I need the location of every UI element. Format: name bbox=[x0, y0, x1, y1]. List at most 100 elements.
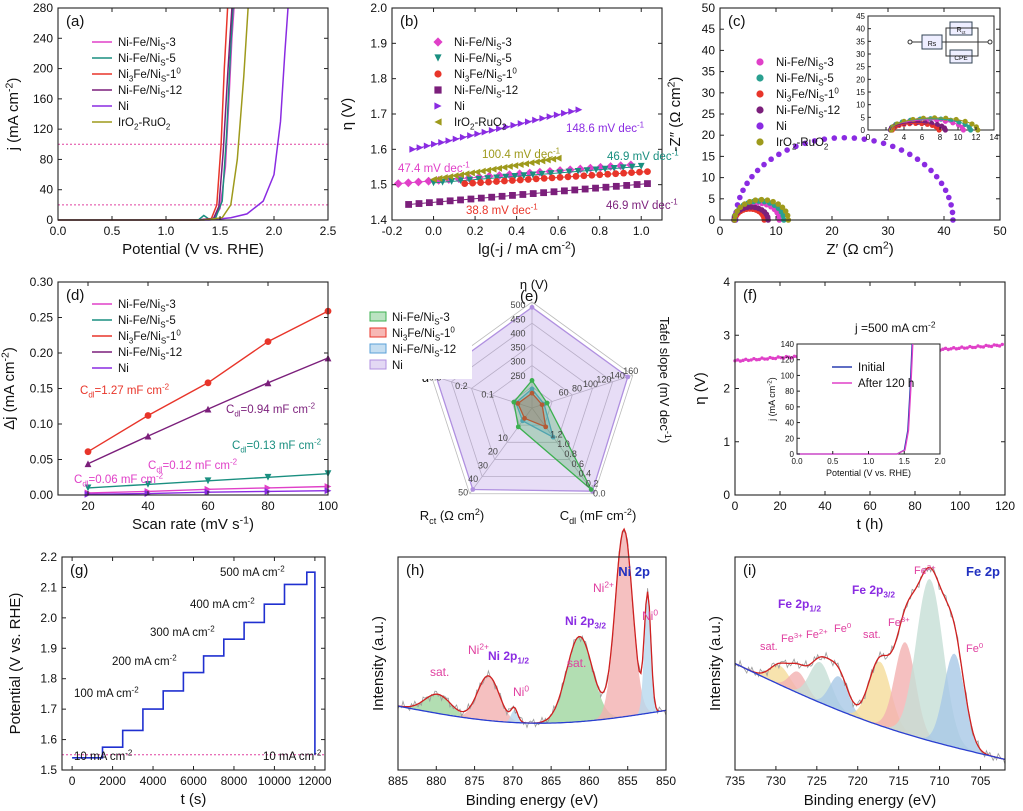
label-part: -2 bbox=[170, 654, 178, 663]
label-part: dl bbox=[82, 479, 88, 488]
data-point bbox=[757, 357, 761, 362]
x-tick-label: 0.5 bbox=[104, 224, 121, 238]
x-tick-label: 0.4 bbox=[508, 224, 525, 238]
y-tick-label: 0 bbox=[708, 213, 715, 227]
label-part: Fe bbox=[966, 643, 979, 655]
data-point bbox=[543, 424, 549, 430]
label-part: -3 bbox=[166, 299, 176, 311]
data-point bbox=[524, 176, 532, 183]
data-point bbox=[625, 374, 631, 380]
radar-tick-label: 0.1 bbox=[481, 390, 494, 400]
y-tick-label: 200 bbox=[33, 62, 53, 76]
data-point bbox=[478, 167, 486, 175]
data-point bbox=[770, 198, 776, 205]
x-tick-label: 855 bbox=[618, 774, 638, 788]
x-tick-label: 6 bbox=[920, 133, 925, 142]
data-point bbox=[644, 180, 651, 188]
data-point bbox=[539, 402, 545, 408]
y-axis-label: Intensity (a.u.) bbox=[707, 616, 724, 711]
x-tick-label: 2.0 bbox=[934, 457, 946, 466]
data-point bbox=[529, 171, 537, 179]
data-point bbox=[612, 182, 620, 190]
label-part: 400 mA bbox=[190, 599, 232, 611]
label-part: Scan rate (mV bbox=[132, 516, 232, 533]
y-tick-label: 0.15 bbox=[30, 382, 54, 396]
label-part: dec bbox=[534, 149, 553, 161]
data-point bbox=[768, 355, 772, 360]
data-point bbox=[781, 356, 786, 360]
data-point bbox=[861, 136, 868, 142]
label-part: p bbox=[510, 649, 517, 663]
label-part: -5 bbox=[502, 53, 512, 65]
data-point bbox=[592, 166, 600, 174]
y-tick-label: 280 bbox=[33, 1, 53, 15]
peak-annotation: Ni0​ bbox=[513, 683, 529, 699]
data-point bbox=[435, 175, 443, 182]
label-part: Ni bbox=[485, 85, 496, 97]
radar-tick-label: 1.0 bbox=[557, 439, 570, 449]
data-point bbox=[461, 180, 469, 188]
panel-f: 0 20 40 60 80 100 120 0 1 2 3 4 t (h) η (V) (f) j =500 … bbox=[692, 275, 1015, 533]
y-tick-label: 1.9 bbox=[370, 36, 387, 50]
data-point bbox=[734, 208, 741, 214]
data-point bbox=[204, 477, 212, 485]
series-line bbox=[72, 571, 316, 759]
label-part: Ni bbox=[593, 581, 604, 595]
label-part: ) bbox=[480, 508, 484, 523]
data-point bbox=[744, 357, 748, 361]
data-point bbox=[979, 345, 983, 349]
label-part: C bbox=[232, 440, 240, 452]
label-part: Ni-Fe/ bbox=[454, 37, 486, 49]
x-tick-label: 100 bbox=[950, 499, 970, 513]
peak-annotation: Ni 2p3/2​ bbox=[565, 614, 606, 631]
label-part: -2 bbox=[156, 472, 164, 481]
label-part: S bbox=[434, 349, 439, 358]
label-part: Ni bbox=[118, 331, 129, 343]
radar-tick-label: 80 bbox=[572, 383, 582, 393]
data-point bbox=[516, 176, 524, 184]
y-tick-label: 35 bbox=[856, 37, 865, 46]
label-part: Ni-Fe/ bbox=[118, 347, 150, 359]
data-point bbox=[997, 344, 1002, 348]
legend-label: IrO2-RuO2​ bbox=[776, 137, 829, 151]
data-point bbox=[768, 156, 774, 163]
label-part: -2 bbox=[624, 507, 632, 517]
data-point bbox=[144, 480, 152, 488]
data-point bbox=[503, 123, 511, 131]
label-part: (mF bbox=[576, 508, 606, 523]
x-axis-label: Binding energy (eV) bbox=[804, 792, 937, 809]
label-part: Ni bbox=[392, 328, 403, 340]
data-point bbox=[532, 116, 539, 124]
label-part: ct bbox=[962, 30, 966, 36]
label-part: 100.4 mV bbox=[482, 149, 534, 161]
label-part: S bbox=[818, 78, 823, 87]
data-point bbox=[508, 177, 516, 184]
label-part: p bbox=[802, 597, 809, 611]
data-point bbox=[749, 173, 755, 180]
label-part: -12 bbox=[440, 344, 457, 356]
x-tick-label: 0.0 bbox=[50, 224, 67, 238]
x-tick-label: 1.5 bbox=[899, 457, 911, 466]
label-part: Ni bbox=[149, 299, 160, 311]
label-part: 0 bbox=[653, 607, 658, 617]
x-tick-label: 12000 bbox=[298, 774, 332, 788]
data-point bbox=[568, 108, 576, 115]
label-part: ) bbox=[5, 78, 22, 83]
data-point bbox=[962, 346, 967, 350]
peak-annotation: Ni0​ bbox=[642, 607, 658, 623]
y-tick-label: 2.0 bbox=[40, 611, 57, 625]
label-part: C bbox=[80, 385, 88, 397]
label-part: O bbox=[157, 117, 166, 129]
x-tick-label: 40 bbox=[937, 224, 951, 238]
label-part: Fe bbox=[806, 629, 819, 641]
data-point bbox=[445, 137, 453, 145]
peak-fill bbox=[735, 661, 1005, 760]
x-tick-label: 20 bbox=[81, 499, 95, 513]
label-part: lg(-j / mA bbox=[478, 241, 541, 258]
label-part: dl bbox=[240, 445, 246, 454]
label-part: S bbox=[160, 320, 165, 329]
data-point bbox=[522, 160, 530, 168]
radar-tick-label: 140 bbox=[610, 370, 625, 380]
data-point bbox=[457, 177, 465, 185]
label-part: =0.13 mF bbox=[247, 440, 299, 452]
